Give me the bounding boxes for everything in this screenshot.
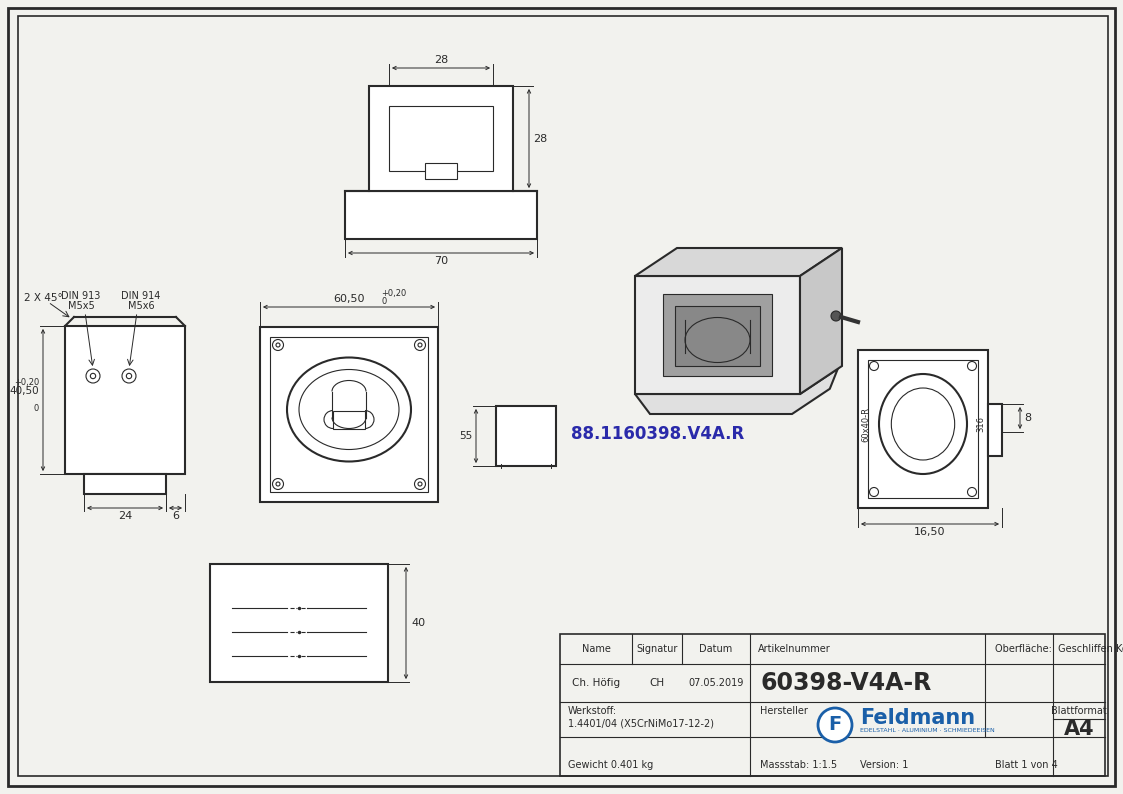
Text: Version: 1: Version: 1	[860, 760, 909, 770]
Circle shape	[90, 373, 95, 379]
Bar	[369, 86, 513, 191]
Text: CH: CH	[649, 678, 665, 688]
Text: Hersteller: Hersteller	[760, 706, 807, 716]
Text: Massstab: 1:1.5: Massstab: 1:1.5	[760, 760, 837, 770]
Circle shape	[414, 340, 426, 350]
Text: 60398-V4A-R: 60398-V4A-R	[760, 671, 931, 695]
Text: 60x40-R: 60x40-R	[861, 407, 870, 441]
Text: 16,50: 16,50	[914, 527, 946, 537]
Text: Oberfläche:  Geschliffen Korn 240: Oberfläche: Geschliffen Korn 240	[995, 644, 1123, 654]
Text: 0: 0	[381, 297, 386, 306]
Text: Blatt 1 von 4: Blatt 1 von 4	[995, 760, 1058, 770]
Text: EDELSTAHL · ALUMINIUM · SCHMIEDEEISEN: EDELSTAHL · ALUMINIUM · SCHMIEDEEISEN	[860, 727, 995, 733]
Bar	[858, 350, 988, 508]
Circle shape	[273, 479, 283, 489]
Circle shape	[818, 708, 852, 742]
Text: Blattformat: Blattformat	[1051, 706, 1107, 716]
Circle shape	[968, 361, 977, 371]
Text: +0,20: +0,20	[13, 378, 39, 387]
Polygon shape	[663, 294, 772, 376]
Bar	[65, 326, 185, 474]
Bar	[334, 410, 365, 429]
Bar	[345, 191, 537, 239]
Text: Signatur: Signatur	[637, 644, 677, 654]
Text: 40,50: 40,50	[9, 386, 39, 396]
Circle shape	[418, 343, 422, 347]
Ellipse shape	[892, 388, 955, 460]
Circle shape	[968, 488, 977, 496]
Text: 70: 70	[433, 256, 448, 266]
Text: 07.05.2019: 07.05.2019	[688, 678, 743, 688]
Circle shape	[869, 361, 878, 371]
Text: Datum: Datum	[700, 644, 732, 654]
Text: +0,20: +0,20	[381, 289, 407, 298]
Bar	[424, 163, 457, 179]
Ellipse shape	[299, 369, 399, 449]
Text: F: F	[922, 435, 933, 453]
Polygon shape	[675, 306, 760, 366]
Circle shape	[122, 369, 136, 383]
Circle shape	[831, 311, 841, 321]
Polygon shape	[634, 248, 842, 276]
Text: 0: 0	[34, 404, 39, 413]
Text: 316: 316	[977, 416, 986, 432]
Text: 40: 40	[411, 618, 426, 628]
Text: F: F	[897, 389, 909, 407]
Text: 88.1160398.V4A.R: 88.1160398.V4A.R	[570, 425, 745, 443]
Text: 28: 28	[533, 133, 547, 144]
Bar	[560, 634, 1105, 776]
Bar	[210, 564, 389, 682]
Text: 316: 316	[919, 405, 939, 415]
Ellipse shape	[287, 357, 411, 461]
Circle shape	[418, 482, 422, 486]
Circle shape	[276, 343, 280, 347]
Text: 28: 28	[433, 55, 448, 65]
Text: 55: 55	[459, 431, 472, 441]
Polygon shape	[634, 368, 838, 414]
Circle shape	[86, 369, 100, 383]
Text: 6: 6	[172, 511, 179, 521]
Bar	[389, 106, 493, 171]
Text: Name: Name	[582, 644, 611, 654]
Text: F: F	[829, 715, 841, 734]
Ellipse shape	[879, 374, 967, 474]
Text: M5x5: M5x5	[67, 301, 94, 311]
Text: Artikelnummer: Artikelnummer	[758, 644, 831, 654]
Bar	[261, 327, 438, 502]
Circle shape	[869, 488, 878, 496]
Bar	[84, 474, 166, 494]
Bar	[496, 406, 556, 466]
Circle shape	[414, 479, 426, 489]
Text: DIN 914: DIN 914	[121, 291, 161, 301]
Text: 1.4401/04 (X5CrNiMo17-12-2): 1.4401/04 (X5CrNiMo17-12-2)	[568, 718, 714, 728]
Text: M5x6: M5x6	[128, 301, 154, 311]
Circle shape	[127, 373, 131, 379]
Polygon shape	[800, 248, 842, 394]
Text: 8: 8	[1024, 413, 1031, 423]
Circle shape	[273, 340, 283, 350]
Circle shape	[276, 482, 280, 486]
Bar	[270, 337, 428, 492]
Text: DIN 913: DIN 913	[62, 291, 101, 301]
Text: A4: A4	[1063, 719, 1094, 739]
Bar	[868, 360, 978, 498]
Text: Gewicht 0.401 kg: Gewicht 0.401 kg	[568, 760, 654, 770]
Text: Feldmann: Feldmann	[860, 708, 975, 728]
Bar	[988, 404, 1002, 456]
Polygon shape	[634, 276, 800, 394]
Text: 60,50: 60,50	[334, 294, 365, 304]
Text: 24: 24	[118, 511, 133, 521]
Text: Ch. Höfig: Ch. Höfig	[572, 678, 620, 688]
Text: Werkstoff:: Werkstoff:	[568, 706, 618, 716]
Text: 2 X 45°: 2 X 45°	[24, 293, 63, 303]
